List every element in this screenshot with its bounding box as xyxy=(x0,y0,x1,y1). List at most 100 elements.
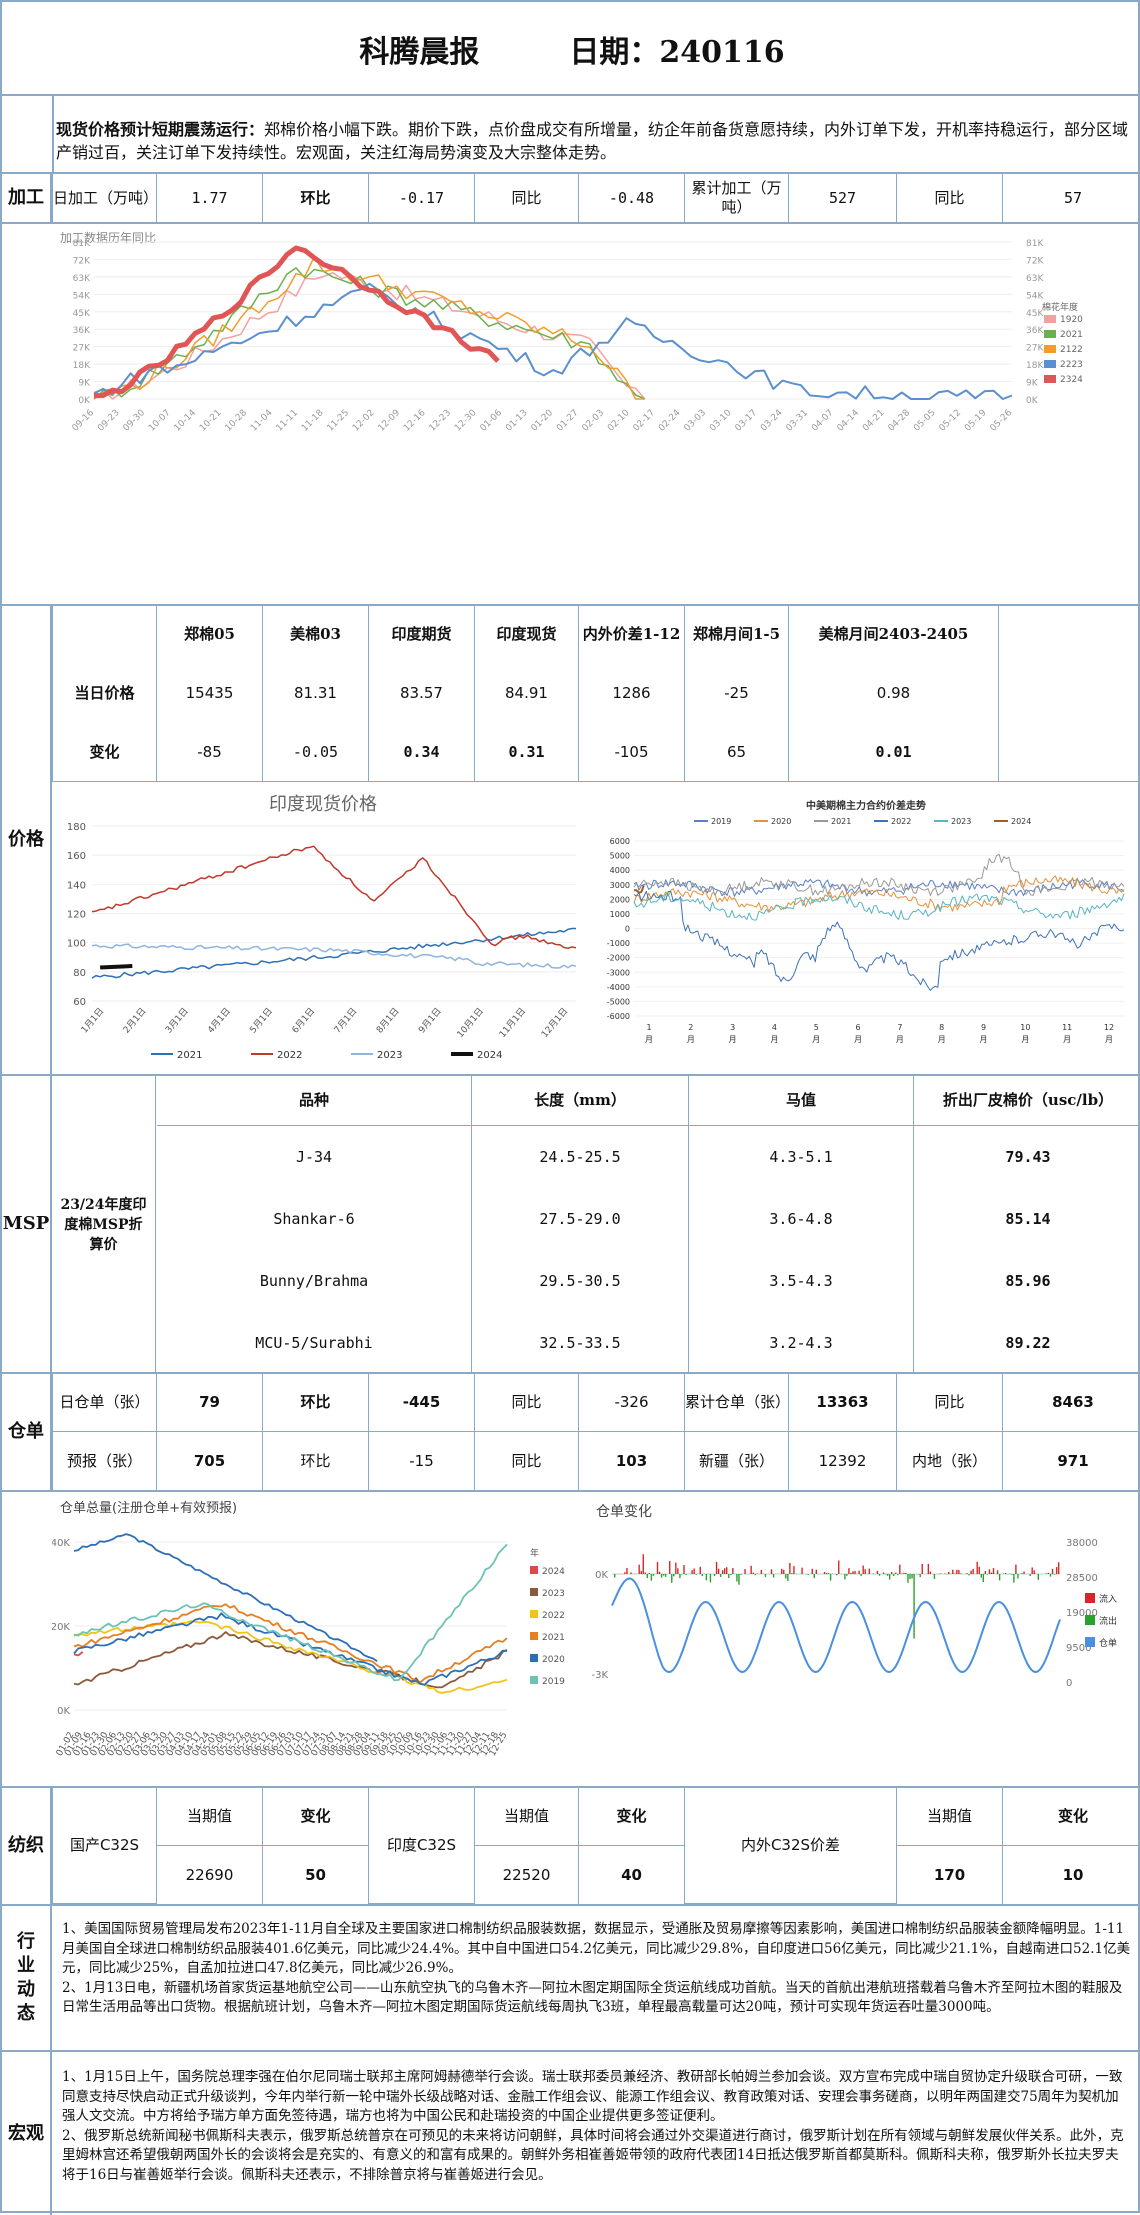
x-tick: 3 xyxy=(730,1023,735,1032)
y-tick-right: 0 xyxy=(1066,1678,1072,1689)
bar-inflow xyxy=(761,1570,762,1574)
bar-inflow xyxy=(1031,1567,1032,1574)
price-today-1: 81.31 xyxy=(263,662,369,724)
bar-outflow xyxy=(846,1574,847,1576)
bar-outflow xyxy=(879,1574,880,1576)
bar-outflow xyxy=(710,1574,711,1582)
wh-cell: 705 xyxy=(157,1432,263,1490)
legend-swatch-2324 xyxy=(1044,375,1056,383)
wh-cell: 971 xyxy=(1003,1432,1140,1490)
x-tick: 7 xyxy=(897,1023,902,1032)
bar-outflow xyxy=(830,1574,831,1581)
y-tick-right: 28500 xyxy=(1066,1573,1098,1584)
y-tick-right: 54K xyxy=(1026,291,1044,301)
msp-mic: 3.5-4.3 xyxy=(689,1250,914,1312)
y-tick: 5000 xyxy=(610,852,630,861)
y-tick-left: 45K xyxy=(73,309,91,319)
legend-swatch-2024 xyxy=(530,1566,538,1574)
price-today-6: 0.98 xyxy=(789,662,999,724)
bar-outflow xyxy=(685,1574,686,1575)
series-line-warehouse xyxy=(612,1579,1060,1673)
bar-inflow xyxy=(970,1571,971,1574)
msp-mic: 3.6-4.8 xyxy=(689,1188,914,1250)
legend-label-流出: 流出 xyxy=(1099,1615,1117,1627)
x-tick: 10月1日 xyxy=(455,1006,486,1040)
bar-inflow xyxy=(852,1571,853,1574)
legend-swatch-1920 xyxy=(1044,315,1056,323)
spread-chart-title: 中美期棉主力合约价差走势 xyxy=(806,799,926,812)
bar-outflow xyxy=(730,1574,731,1575)
x-tick: 11-25 xyxy=(326,408,352,434)
bar-outflow xyxy=(663,1574,664,1576)
y-tick-right: 81K xyxy=(1026,239,1044,249)
legend-label-2019: 2019 xyxy=(711,817,731,826)
bar-inflow xyxy=(850,1573,851,1574)
legend-swatch-仓单 xyxy=(1085,1637,1095,1647)
bar-inflow xyxy=(993,1568,994,1574)
wh-cell: 累计仓单（张） xyxy=(685,1374,789,1432)
bar-inflow xyxy=(972,1569,973,1574)
bar-inflow xyxy=(1046,1573,1047,1574)
price-change-3: 0.31 xyxy=(475,724,579,782)
msp-length: 24.5-25.5 xyxy=(472,1126,689,1188)
x-tick: 09-23 xyxy=(96,408,122,434)
msp-variety: Shankar-6 xyxy=(157,1188,472,1250)
bar-inflow xyxy=(828,1573,829,1574)
x-tick: 9月1日 xyxy=(416,1006,443,1036)
bar-outflow xyxy=(893,1574,894,1576)
bar-inflow xyxy=(940,1573,941,1574)
bar-inflow xyxy=(624,1572,625,1574)
wh-cell: 79 xyxy=(157,1374,263,1432)
bar-inflow xyxy=(812,1569,813,1574)
bar-inflow xyxy=(944,1573,945,1574)
bar-inflow xyxy=(716,1562,717,1574)
x-tick: 1月1日 xyxy=(79,1006,106,1036)
price-label: 价格 xyxy=(2,606,52,1074)
legend-label-2024: 2024 xyxy=(542,1567,565,1577)
x-tick: 03-24 xyxy=(759,408,785,434)
y-tick: 160 xyxy=(67,851,86,862)
msp-caption: 23/24年度印度棉MSP折算价 xyxy=(52,1076,156,1374)
bar-outflow xyxy=(653,1574,654,1576)
x-tick: 10-07 xyxy=(147,408,173,434)
bar-inflow xyxy=(657,1562,658,1574)
price-change-6: 0.01 xyxy=(789,724,999,782)
bar-inflow xyxy=(677,1568,678,1574)
x-tick: 02-10 xyxy=(606,408,632,434)
bar-inflow xyxy=(877,1571,878,1574)
y-tick-right: 36K xyxy=(1026,326,1044,336)
bar-outflow xyxy=(787,1574,788,1581)
wh-cell: 环比 xyxy=(263,1374,369,1432)
msp-price: 85.14 xyxy=(914,1188,1140,1250)
bar-inflow xyxy=(732,1568,733,1574)
bar-inflow xyxy=(659,1572,660,1574)
series-line-2020 xyxy=(634,876,1124,911)
legend-swatch-2021 xyxy=(1044,330,1056,338)
bar-inflow xyxy=(977,1562,978,1574)
legend-label-2019: 2019 xyxy=(542,1677,565,1687)
msp-variety: J-34 xyxy=(157,1126,472,1188)
bar-inflow xyxy=(869,1569,870,1574)
wh-cell: 13363 xyxy=(789,1374,897,1432)
price-section: 价格 郑棉05 美棉03 印度期货 印度现货 内外价差1-12 郑棉月间1-5 … xyxy=(2,606,1140,1076)
macro-section: 宏观 1、1月15日上午，国务院总理李强在伯尔尼同瑞士联邦主席阿姆赫德举行会谈。… xyxy=(2,2052,1140,2215)
bar-outflow xyxy=(651,1574,652,1581)
x-tick: 12月1日 xyxy=(539,1006,570,1040)
x-tick-unit: 月 xyxy=(896,1035,904,1044)
bar-inflow xyxy=(883,1572,884,1574)
price-change-1: -0.05 xyxy=(263,724,369,782)
bar-inflow xyxy=(750,1566,751,1574)
y-tick-right: 38000 xyxy=(1066,1538,1098,1549)
legend-swatch-2019 xyxy=(530,1676,538,1684)
x-tick: 12 xyxy=(1104,1023,1114,1032)
bar-inflow xyxy=(643,1554,644,1574)
series-line-2020-high xyxy=(74,1534,377,1661)
legend-label-2022: 2022 xyxy=(891,817,911,826)
bar-outflow xyxy=(919,1574,920,1577)
legend-label-2023: 2023 xyxy=(377,1050,402,1061)
bar-outflow xyxy=(934,1574,935,1579)
x-tick: 10-28 xyxy=(224,408,250,434)
x-tick: 09-16 xyxy=(71,408,97,434)
